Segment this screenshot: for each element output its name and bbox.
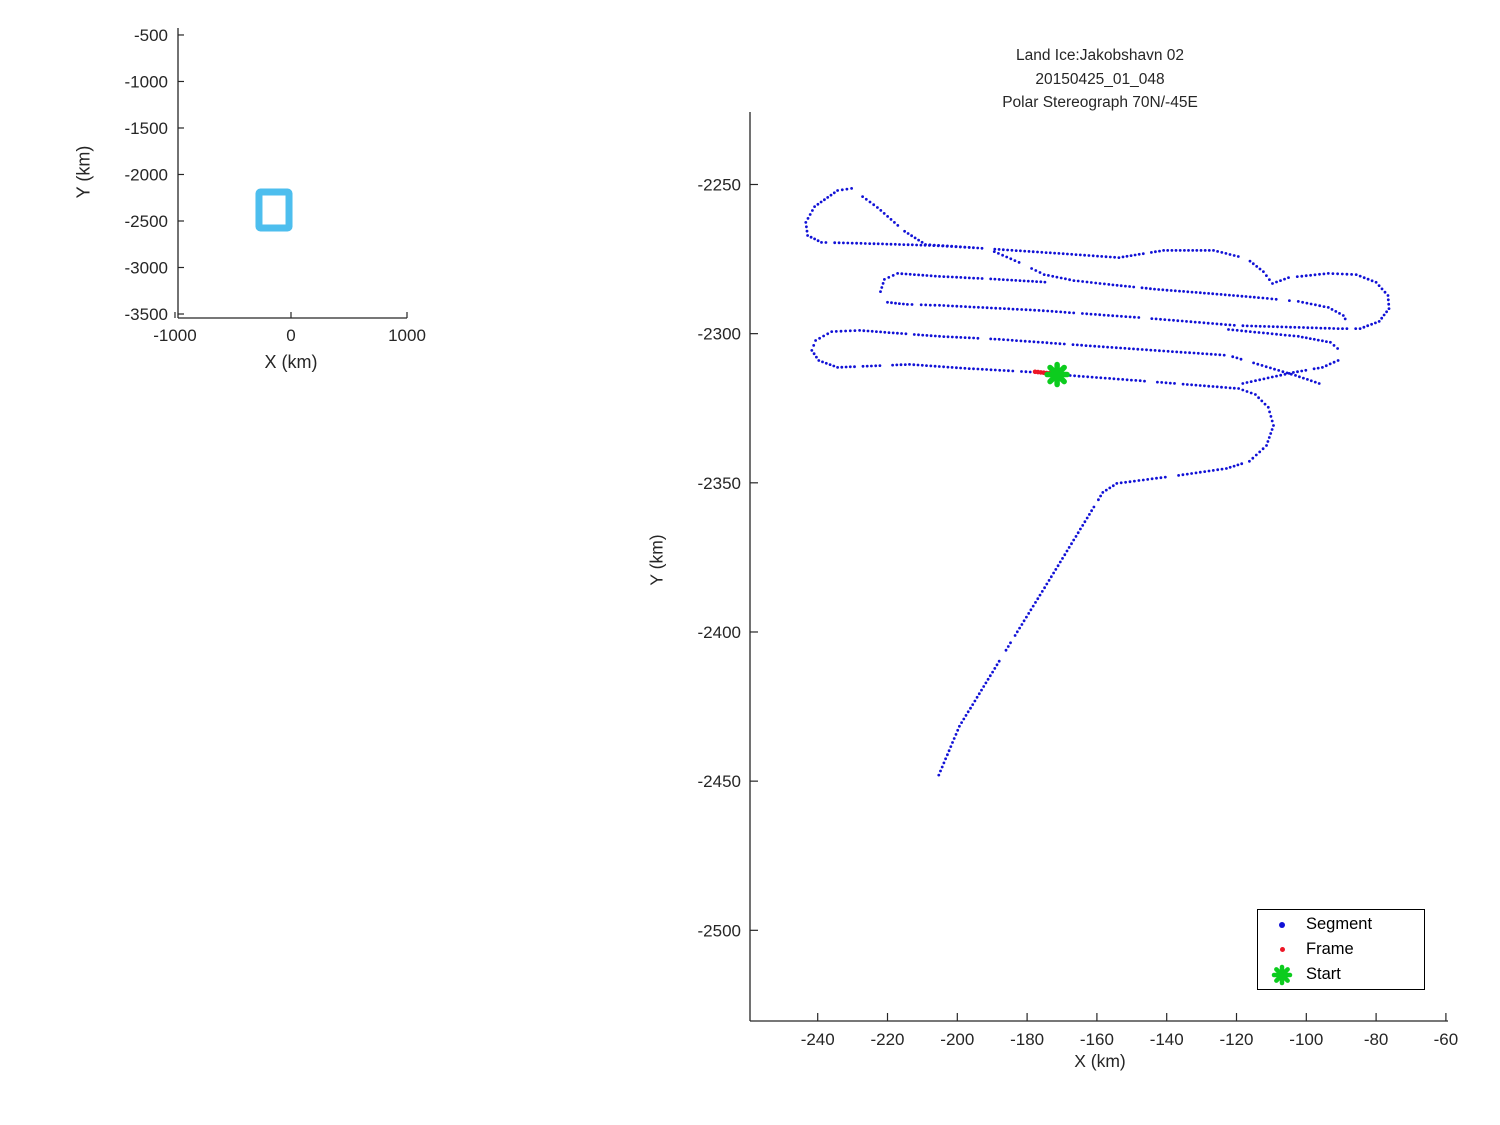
main-axes-ticks: -240 -220 -200 -180 -160 -140 -120 -100 -80 -60 -2… bbox=[698, 175, 1459, 1049]
frame-dot-icon bbox=[1258, 947, 1306, 952]
inset-axes-x-tick-label: -1000 bbox=[153, 326, 196, 345]
legend-item-frame: Frame bbox=[1258, 937, 1424, 962]
main-axes bbox=[749, 112, 1448, 1022]
inset-axes-y-tick-label: -500 bbox=[134, 26, 168, 45]
inset-axes-y-tick-label: -3500 bbox=[125, 305, 168, 324]
inset-axes-x-tick-label: 0 bbox=[286, 326, 295, 345]
legend-box[interactable]: Segment Frame Start bbox=[1257, 909, 1425, 990]
inset-axes-y-tick-label: -2500 bbox=[125, 212, 168, 231]
coverage-rectangle bbox=[255, 188, 293, 232]
inset-axes-y-tick-label: -2000 bbox=[125, 165, 168, 184]
inset-axes bbox=[177, 28, 407, 319]
main-axes-x-tick-label: -140 bbox=[1150, 1030, 1184, 1049]
inset-axes-y-tick-label: -1500 bbox=[125, 119, 168, 138]
inset-axes-ticks: -1000 0 1000 -500 -1000 -1500 -2000 -2500 -3000 -… bbox=[125, 26, 426, 345]
start-asterisk-icon bbox=[1258, 963, 1306, 987]
title-line-2: 20150425_01_048 bbox=[1035, 70, 1165, 88]
main-axes-x-tick-label: -240 bbox=[801, 1030, 835, 1049]
start-marker bbox=[1044, 361, 1070, 388]
inset-axes-y-tick-label: -1000 bbox=[125, 72, 168, 91]
main-axes-x-tick-label: -220 bbox=[870, 1030, 904, 1049]
legend-item-start: Start bbox=[1258, 962, 1424, 987]
title-line-3: Polar Stereograph 70N/-45E bbox=[1002, 94, 1198, 111]
inset-axes-x-tick-label: 1000 bbox=[388, 326, 426, 345]
main-axes-x-tick-label: -120 bbox=[1219, 1030, 1253, 1049]
plot-title: Land Ice:Jakobshavn 02 20150425_01_048 P… bbox=[750, 44, 1450, 115]
title-line-1: Land Ice:Jakobshavn 02 bbox=[1015, 47, 1185, 64]
inset-axes-y-tick-label: -3000 bbox=[125, 258, 168, 277]
main-axes-y-tick-label: -2400 bbox=[698, 623, 741, 642]
main-axes-x-tick-label: -80 bbox=[1364, 1030, 1389, 1049]
legend-label-start: Start bbox=[1306, 965, 1341, 983]
main-y-axis-label: Y (km) bbox=[646, 534, 667, 586]
inset-x-axis-label: X (km) bbox=[264, 352, 318, 372]
main-axes-x-tick-label: -160 bbox=[1080, 1030, 1114, 1049]
inset-coverage bbox=[255, 188, 293, 232]
legend-label-segment: Segment bbox=[1306, 915, 1373, 933]
main-axes-x-tick-label: -180 bbox=[1010, 1030, 1044, 1049]
main-axes-y-tick-label: -2300 bbox=[698, 325, 741, 344]
main-axes-x-tick-label: -60 bbox=[1434, 1030, 1459, 1049]
main-axes-y-tick-label: -2250 bbox=[698, 175, 741, 194]
main-axes-y-tick-label: -2450 bbox=[698, 772, 741, 791]
main-axes-y-tick-label: -2500 bbox=[698, 921, 741, 940]
legend-item-segment: Segment bbox=[1258, 912, 1424, 937]
main-x-axis-label: X (km) bbox=[1074, 1051, 1126, 1071]
segment-track-dots bbox=[804, 187, 1391, 777]
segment-dot-icon bbox=[1258, 921, 1306, 928]
legend-label-frame: Frame bbox=[1306, 940, 1354, 958]
inset-y-axis-label: Y (km) bbox=[73, 145, 94, 199]
main-axes-x-tick-label: -100 bbox=[1289, 1030, 1323, 1049]
start-marker-glyph bbox=[1271, 964, 1293, 985]
main-axes-y-tick-label: -2350 bbox=[698, 474, 741, 493]
main-axes-x-tick-label: -200 bbox=[940, 1030, 974, 1049]
